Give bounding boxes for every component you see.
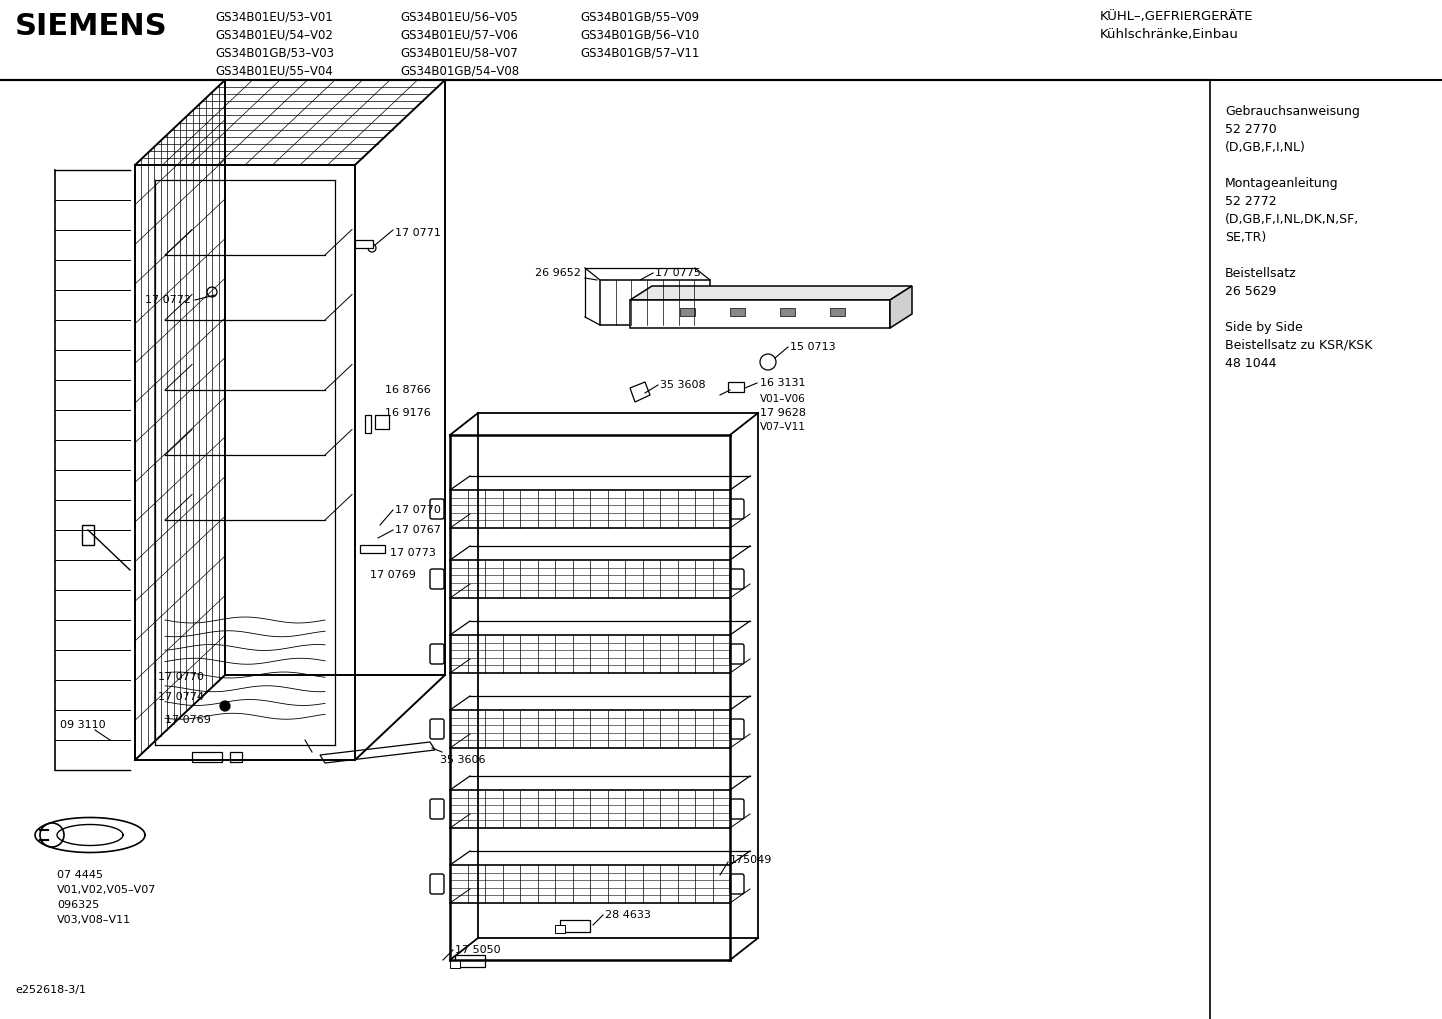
Text: GS34B01EU/55–V04: GS34B01EU/55–V04 [215,64,333,77]
Text: Gebrauchsanweisung: Gebrauchsanweisung [1226,105,1360,118]
Bar [450,960,460,968]
Text: GS34B01EU/57–V06: GS34B01EU/57–V06 [399,28,518,41]
Text: 17 0771: 17 0771 [395,228,441,238]
Text: Kühlschränke,Einbau: Kühlschränke,Einbau [1100,28,1239,41]
Text: 16 9176: 16 9176 [385,408,431,418]
Text: 52 2772: 52 2772 [1226,195,1276,208]
Text: 16 3131: 16 3131 [760,378,806,388]
Text: 17 0772: 17 0772 [146,294,190,305]
Polygon shape [630,286,911,300]
Text: GS34B01EU/56–V05: GS34B01EU/56–V05 [399,10,518,23]
Bar [831,308,845,316]
Text: GS34B01EU/54–V02: GS34B01EU/54–V02 [215,28,333,41]
Text: V01,V02,V05–V07: V01,V02,V05–V07 [58,884,156,895]
Text: GS34B01GB/57–V11: GS34B01GB/57–V11 [580,46,699,59]
Text: (D,GB,F,I,NL,DK,N,SF,: (D,GB,F,I,NL,DK,N,SF, [1226,213,1360,226]
Text: 17 0770: 17 0770 [395,505,441,515]
FancyBboxPatch shape [730,874,744,894]
Text: 48 1044: 48 1044 [1226,357,1276,370]
Text: GS34B01GB/53–V03: GS34B01GB/53–V03 [215,46,335,59]
FancyBboxPatch shape [730,799,744,819]
Circle shape [40,823,63,847]
Bar [192,752,222,762]
Polygon shape [890,286,911,328]
Bar [559,920,590,932]
Text: 17 5050: 17 5050 [456,945,500,955]
Polygon shape [320,742,435,763]
Text: 17 0769: 17 0769 [164,715,211,725]
FancyBboxPatch shape [430,569,444,589]
Text: SE,TR): SE,TR) [1226,231,1266,244]
Text: 52 2770: 52 2770 [1226,123,1276,136]
FancyBboxPatch shape [730,719,744,739]
Text: 096325: 096325 [58,900,99,910]
Polygon shape [630,300,890,328]
Text: 175049: 175049 [730,855,773,865]
Text: 07 4445: 07 4445 [58,870,102,880]
Text: 17 0774: 17 0774 [159,692,203,702]
Bar [681,308,695,316]
Text: 17 0775: 17 0775 [655,268,701,278]
Text: Montageanleitung: Montageanleitung [1226,177,1338,190]
Polygon shape [630,382,650,403]
Bar [730,308,746,316]
Text: KÜHL–,GEFRIERGERÄTE: KÜHL–,GEFRIERGERÄTE [1100,10,1253,23]
Circle shape [208,287,216,297]
FancyBboxPatch shape [430,799,444,819]
Bar [231,752,242,762]
Text: 26 5629: 26 5629 [1226,285,1276,298]
Circle shape [760,354,776,370]
Bar [600,280,709,325]
Bar [728,382,744,392]
Text: GS34B01GB/55–V09: GS34B01GB/55–V09 [580,10,699,23]
Text: 09 3110: 09 3110 [61,720,105,730]
Bar [365,415,371,433]
Text: 17 9628: 17 9628 [760,408,806,418]
Text: GS34B01EU/58–V07: GS34B01EU/58–V07 [399,46,518,59]
Text: 15 0713: 15 0713 [790,342,835,352]
Text: 17 0773: 17 0773 [389,548,435,558]
Text: 26 9652: 26 9652 [535,268,581,278]
Text: V01–V06: V01–V06 [760,394,806,404]
Text: 35 3608: 35 3608 [660,380,705,390]
Bar [375,415,389,429]
Bar [355,240,373,248]
Text: 28 4633: 28 4633 [606,910,650,920]
Text: SIEMENS: SIEMENS [14,12,167,41]
Text: 16 8766: 16 8766 [385,385,431,395]
Bar [780,308,795,316]
Text: 17 0770: 17 0770 [159,672,203,682]
Text: V07–V11: V07–V11 [760,422,806,432]
Text: GS34B01EU/53–V01: GS34B01EU/53–V01 [215,10,333,23]
FancyBboxPatch shape [730,499,744,519]
Text: Side by Side: Side by Side [1226,321,1302,334]
FancyBboxPatch shape [430,499,444,519]
Text: 17 0767: 17 0767 [395,525,441,535]
Text: 17 0769: 17 0769 [371,570,415,580]
FancyBboxPatch shape [430,874,444,894]
Bar [456,955,485,967]
Text: Beistellsatz: Beistellsatz [1226,267,1296,280]
FancyBboxPatch shape [730,569,744,589]
FancyBboxPatch shape [430,719,444,739]
Bar [360,545,385,553]
Bar [82,525,94,545]
Text: e252618-3/1: e252618-3/1 [14,985,87,995]
Text: GS34B01GB/56–V10: GS34B01GB/56–V10 [580,28,699,41]
Text: GS34B01GB/54–V08: GS34B01GB/54–V08 [399,64,519,77]
Text: V03,V08–V11: V03,V08–V11 [58,915,131,925]
Bar [555,925,565,933]
Text: 35 3606: 35 3606 [440,755,486,765]
Text: (D,GB,F,I,NL): (D,GB,F,I,NL) [1226,141,1306,154]
Text: Beistellsatz zu KSR/KSK: Beistellsatz zu KSR/KSK [1226,339,1373,352]
FancyBboxPatch shape [430,644,444,664]
Circle shape [221,701,231,711]
Circle shape [368,244,376,252]
FancyBboxPatch shape [730,644,744,664]
